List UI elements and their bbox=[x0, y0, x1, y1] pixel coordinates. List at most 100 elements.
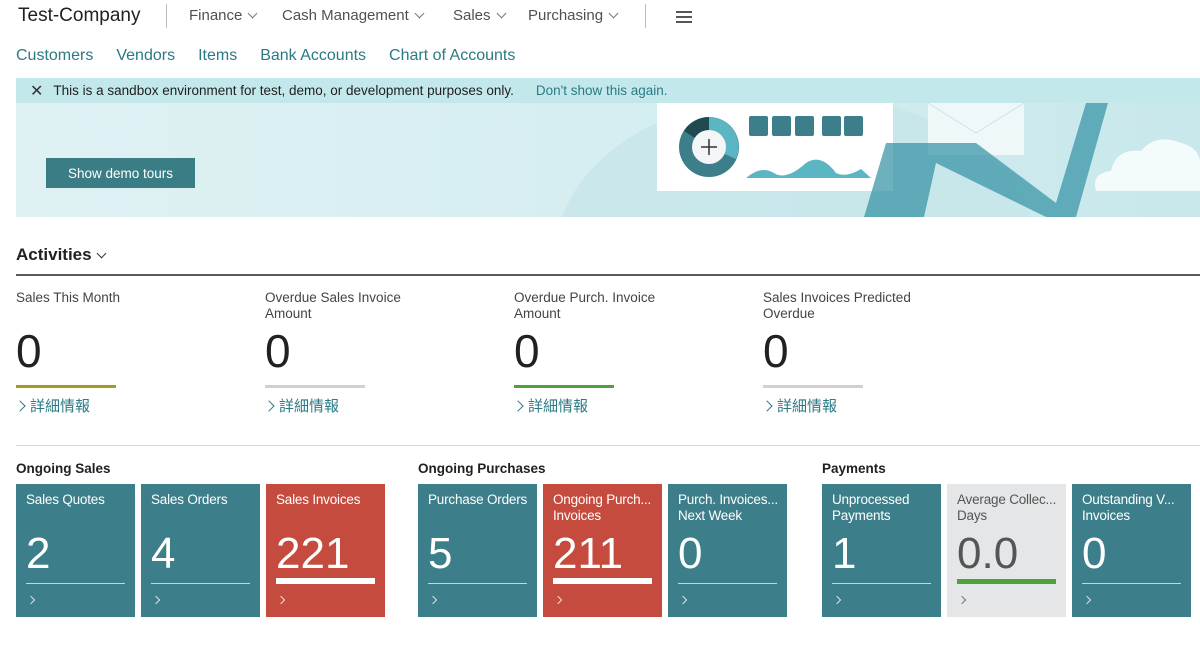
menu-label: Finance bbox=[189, 7, 243, 24]
tile-label: Outstanding V... Invoices bbox=[1082, 492, 1175, 523]
chevron-right-icon bbox=[832, 595, 842, 605]
cue-tile[interactable]: Purchase Orders 5 bbox=[418, 484, 537, 617]
cue-tile[interactable]: Average Collec... Days 0.0 bbox=[947, 484, 1066, 617]
menu-label: Cash Management bbox=[282, 7, 409, 24]
more-label: 詳細情報 bbox=[30, 398, 91, 415]
tile-label: Ongoing Purch... Invoices bbox=[553, 492, 652, 523]
chevron-down-icon bbox=[96, 248, 107, 258]
kpi-more-link[interactable]: 詳細情報 bbox=[761, 395, 943, 416]
tile-indicator bbox=[26, 583, 125, 584]
activities-heading[interactable]: Activities bbox=[16, 245, 109, 265]
close-icon[interactable]: ✕ bbox=[30, 82, 44, 100]
chevron-down-icon bbox=[496, 8, 506, 19]
nav-chart-of-accounts[interactable]: Chart of Accounts bbox=[389, 47, 516, 64]
cue-tile[interactable]: Purch. Invoices... Next Week 0 bbox=[668, 484, 787, 617]
tile-indicator bbox=[678, 583, 777, 584]
chevron-down-icon bbox=[247, 8, 258, 19]
nav-customers[interactable]: Customers bbox=[16, 47, 94, 64]
cue-tile[interactable]: Outstanding V... Invoices 0 bbox=[1072, 484, 1191, 617]
tile-value: 211 bbox=[553, 529, 624, 578]
show-demo-tours-button[interactable]: Show demo tours bbox=[46, 158, 195, 188]
hamburger-menu-icon[interactable] bbox=[676, 11, 692, 26]
chevron-right-icon bbox=[553, 595, 563, 605]
chevron-down-icon bbox=[414, 8, 425, 19]
tile-indicator bbox=[276, 578, 375, 584]
kpi-card[interactable]: Overdue Purch. Invoice Amount 0 詳細情報 bbox=[512, 290, 694, 416]
nav-items[interactable]: Items bbox=[198, 47, 238, 64]
kpi-label: Sales Invoices Predicted Overdue bbox=[763, 290, 911, 321]
tile-label: Purchase Orders bbox=[428, 492, 528, 507]
menu-sales[interactable]: Sales bbox=[453, 7, 509, 24]
more-label: 詳細情報 bbox=[528, 398, 589, 415]
tile-value: 221 bbox=[276, 529, 350, 578]
chevron-right-icon bbox=[14, 399, 26, 412]
chevron-right-icon bbox=[1082, 595, 1092, 605]
kpi-value[interactable]: 0 bbox=[763, 325, 789, 377]
nav-vendors[interactable]: Vendors bbox=[116, 47, 176, 64]
menu-cash-management[interactable]: Cash Management bbox=[282, 7, 427, 24]
kpi-indicator-bar bbox=[16, 385, 116, 388]
kpi-indicator-bar bbox=[763, 385, 863, 388]
chevron-right-icon bbox=[26, 595, 36, 605]
banner bbox=[16, 103, 1200, 217]
kpi-label: Overdue Sales Invoice Amount bbox=[265, 290, 401, 321]
group-title: Payments bbox=[822, 461, 886, 476]
chevron-right-icon bbox=[276, 595, 286, 605]
tile-indicator bbox=[957, 579, 1056, 584]
kpi-more-link[interactable]: 詳細情報 bbox=[512, 395, 694, 416]
kpi-label: Overdue Purch. Invoice Amount bbox=[514, 290, 656, 321]
tile-indicator bbox=[1082, 583, 1181, 584]
chevron-right-icon bbox=[428, 595, 438, 605]
kpi-label: Sales This Month bbox=[16, 290, 121, 305]
chevron-right-icon bbox=[678, 595, 688, 605]
kpi-card[interactable]: Sales Invoices Predicted Overdue 0 詳細情報 bbox=[761, 290, 943, 416]
activities-title: Activities bbox=[16, 245, 92, 264]
company-name[interactable]: Test-Company bbox=[18, 5, 141, 26]
menu-finance[interactable]: Finance bbox=[189, 7, 260, 24]
tile-label: Sales Invoices bbox=[276, 492, 361, 507]
tile-value: 2 bbox=[26, 529, 51, 578]
more-label: 詳細情報 bbox=[279, 398, 340, 415]
kpi-more-link[interactable]: 詳細情報 bbox=[14, 395, 196, 416]
cue-tile[interactable]: Ongoing Purch... Invoices 211 bbox=[543, 484, 662, 617]
tile-indicator bbox=[428, 583, 527, 584]
menu-label: Sales bbox=[453, 7, 491, 24]
tile-label: Average Collec... Days bbox=[957, 492, 1057, 523]
menu-purchasing[interactable]: Purchasing bbox=[528, 7, 621, 24]
tile-value: 0 bbox=[1082, 529, 1107, 578]
chevron-right-icon bbox=[761, 399, 773, 412]
tile-indicator bbox=[832, 583, 931, 584]
kpi-indicator-bar bbox=[514, 385, 614, 388]
tile-label: Unprocessed Payments bbox=[832, 492, 910, 523]
chevron-right-icon bbox=[512, 399, 524, 412]
tile-label: Sales Quotes bbox=[26, 492, 105, 507]
tile-indicator bbox=[151, 583, 250, 584]
cue-tile[interactable]: Sales Quotes 2 bbox=[16, 484, 135, 617]
chevron-right-icon bbox=[151, 595, 161, 605]
cue-tile[interactable]: Unprocessed Payments 1 bbox=[822, 484, 941, 617]
kpi-card[interactable]: Sales This Month 0 詳細情報 bbox=[14, 290, 196, 416]
tile-indicator bbox=[553, 578, 652, 584]
chevron-right-icon bbox=[957, 595, 967, 605]
divider bbox=[645, 4, 646, 28]
kpi-value[interactable]: 0 bbox=[16, 325, 42, 377]
kpi-more-link[interactable]: 詳細情報 bbox=[263, 395, 445, 416]
chevron-down-icon bbox=[608, 8, 619, 19]
tile-value: 0.0 bbox=[957, 529, 1019, 578]
nav-bank-accounts[interactable]: Bank Accounts bbox=[260, 47, 367, 64]
menu-label: Purchasing bbox=[528, 7, 604, 24]
tile-label: Sales Orders bbox=[151, 492, 228, 507]
cue-tile[interactable]: Sales Invoices 221 bbox=[266, 484, 385, 617]
dont-show-again-link[interactable]: Don't show this again. bbox=[535, 83, 668, 98]
kpi-value[interactable]: 0 bbox=[265, 325, 291, 377]
tile-label: Purch. Invoices... Next Week bbox=[678, 492, 778, 523]
kpi-value[interactable]: 0 bbox=[514, 325, 540, 377]
tile-value: 0 bbox=[678, 529, 703, 578]
notice-text: This is a sandbox environment for test, … bbox=[53, 83, 514, 98]
cue-tile[interactable]: Sales Orders 4 bbox=[141, 484, 260, 617]
kpi-card[interactable]: Overdue Sales Invoice Amount 0 詳細情報 bbox=[263, 290, 445, 416]
activities-divider bbox=[16, 274, 1200, 276]
banner-illustration bbox=[562, 103, 1200, 217]
nav-links: Customers Vendors Items Bank Accounts Ch… bbox=[16, 47, 515, 65]
group-title: Ongoing Sales bbox=[16, 461, 111, 476]
